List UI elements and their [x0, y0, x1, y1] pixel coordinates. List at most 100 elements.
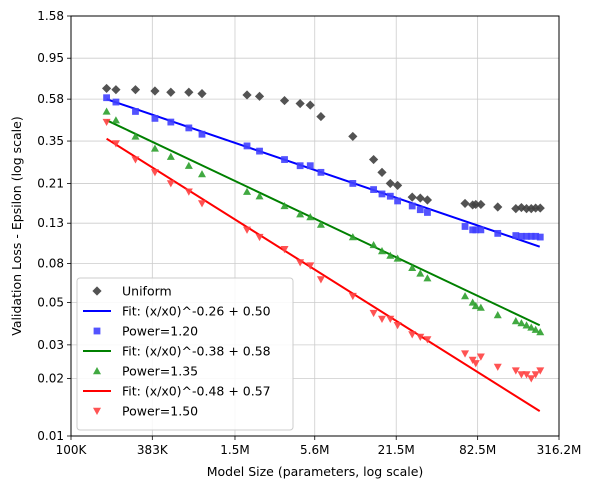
triangle-up-point: [386, 251, 395, 259]
legend-marker-swatch: [93, 367, 101, 375]
triangle-down-point: [416, 333, 425, 341]
diamond-point: [242, 90, 252, 100]
triangle-up-point: [522, 321, 531, 329]
x-axis-label: Model Size (parameters, log scale): [207, 464, 424, 479]
diamond-point: [422, 195, 433, 205]
triangle-down-point: [423, 336, 432, 344]
diamond-point: [254, 91, 265, 101]
fit-line: [106, 119, 541, 327]
square-point: [523, 232, 530, 240]
diamond-point: [385, 178, 395, 189]
y-tick-label: 0.02: [37, 371, 64, 385]
square-point: [532, 232, 540, 240]
diamond-point: [295, 98, 305, 109]
fit-line: [106, 137, 541, 412]
diamond-point: [393, 180, 403, 191]
triangle-up-point: [476, 303, 485, 311]
y-tick-label: 0.13: [37, 216, 64, 230]
triangle-up-point: [377, 246, 386, 255]
legend-label: Power=1.35: [122, 364, 198, 379]
square-point: [477, 226, 485, 234]
square-point: [370, 186, 377, 193]
square-point: [185, 124, 193, 132]
y-axis-label: Validation Loss - Epsilon (log scale): [9, 116, 24, 335]
diamond-point: [348, 131, 358, 142]
y-tick-label: 0.08: [37, 256, 64, 270]
y-tick-label: 0.95: [37, 51, 64, 65]
triangle-up-point: [102, 107, 111, 115]
square-point: [132, 108, 139, 115]
x-tick-label: 5.6M: [300, 443, 329, 457]
diamond-point: [305, 100, 315, 110]
triangle-up-point: [416, 269, 425, 277]
triangle-down-point: [408, 331, 417, 339]
diamond-point: [460, 198, 470, 209]
diamond-point: [521, 204, 532, 214]
diamond-point: [476, 199, 486, 210]
triangle-down-point: [493, 363, 502, 371]
x-tick-label: 1.5M: [220, 443, 249, 457]
triangle-down-point: [348, 292, 357, 301]
series: [102, 107, 545, 336]
diamond-point: [377, 167, 387, 177]
triangle-down-point: [386, 315, 395, 323]
square-point: [317, 168, 325, 176]
triangle-down-point: [197, 200, 206, 208]
square-point: [112, 98, 120, 106]
triangle-up-point: [197, 170, 206, 178]
triangle-down-point: [184, 188, 193, 196]
triangle-down-point: [377, 315, 386, 323]
diamond-point: [101, 83, 112, 94]
square-point: [151, 114, 159, 122]
diamond-point: [130, 85, 141, 95]
triangle-up-point: [348, 233, 357, 241]
triangle-down-point: [280, 246, 289, 254]
diamond-point: [150, 86, 160, 96]
triangle-down-point: [476, 353, 485, 361]
triangle-down-point: [131, 156, 140, 164]
triangle-down-point: [102, 118, 111, 127]
triangle-down-point: [511, 367, 520, 375]
x-tick-label: 21.5M: [378, 443, 415, 457]
y-tick-label: 0.58: [37, 92, 64, 106]
triangle-down-point: [150, 169, 159, 177]
square-point: [167, 118, 175, 126]
square-point: [518, 232, 525, 240]
triangle-up-point: [461, 292, 470, 300]
square-point: [394, 197, 402, 205]
legend-label: Uniform: [122, 284, 172, 299]
triangle-down-point: [369, 309, 378, 318]
triangle-down-point: [255, 233, 264, 242]
legend-label: Fit: (x/x0)^-0.38 + 0.58: [122, 344, 271, 359]
triangle-down-point: [531, 371, 540, 379]
legend-label: Fit: (x/x0)^-0.26 + 0.50: [122, 304, 271, 319]
triangle-down-point: [536, 367, 545, 375]
triangle-up-point: [306, 213, 315, 221]
diamond-point: [535, 203, 545, 213]
y-tick-label: 0.05: [37, 295, 64, 309]
diamond-point: [279, 95, 290, 106]
diamond-point: [166, 87, 176, 97]
diamond-point: [493, 202, 503, 212]
diamond-point: [197, 89, 207, 99]
triangle-down-point: [306, 262, 315, 270]
diamond-point: [316, 111, 326, 122]
square-point: [378, 190, 386, 198]
square-point: [408, 202, 416, 210]
square-point: [281, 156, 288, 163]
square-point: [386, 192, 394, 200]
legend-marker-swatch: [93, 327, 101, 335]
triangle-down-point: [111, 140, 120, 148]
legend-label: Power=1.50: [122, 404, 198, 419]
series: [102, 118, 545, 383]
diamond-point: [111, 85, 121, 95]
y-tick-label: 0.35: [37, 134, 64, 148]
y-tick-label: 0.01: [37, 429, 64, 443]
square-point: [536, 233, 544, 241]
triangle-down-point: [393, 322, 402, 330]
triangle-down-point: [527, 375, 536, 383]
triangle-down-point: [243, 226, 252, 234]
triangle-up-point: [111, 116, 120, 124]
legend-marker-swatch: [93, 407, 101, 415]
